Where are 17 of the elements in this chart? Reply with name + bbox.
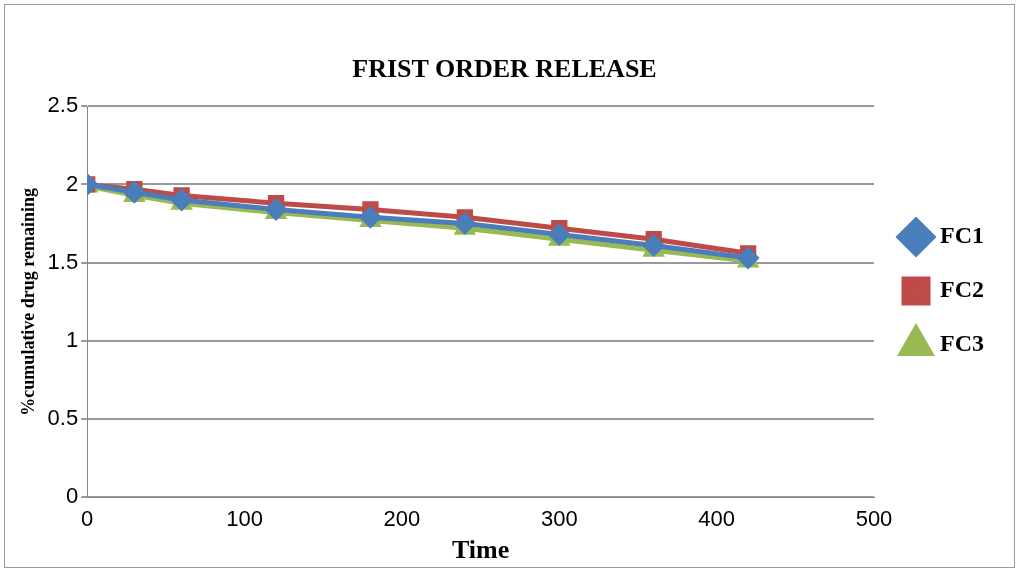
x-tick-label: 300 — [540, 505, 578, 531]
y-tick-label: 2.5 — [47, 92, 79, 118]
x-tick-label: 100 — [226, 505, 263, 531]
x-axis-title: Time — [451, 535, 510, 565]
y-tick-label: 0.5 — [47, 405, 79, 431]
legend-label: FC2 — [940, 276, 985, 303]
x-tick-label: 400 — [698, 505, 735, 531]
y-axis-title: %cumulative drug remaining — [18, 187, 39, 416]
y-tick-label: 1.5 — [47, 248, 79, 274]
y-tick-label: 0 — [65, 483, 79, 509]
y-tick-label: 1 — [65, 326, 79, 352]
legend-label: FC3 — [940, 330, 985, 357]
y-tick-label: 2 — [65, 170, 79, 196]
legend-label: FC1 — [940, 222, 985, 249]
x-tick-label: 500 — [855, 505, 893, 531]
chart-title: FRIST ORDER RELEASE — [352, 54, 657, 84]
x-tick-label: 200 — [383, 505, 421, 531]
